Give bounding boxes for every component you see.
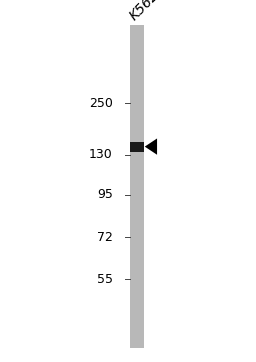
Polygon shape (145, 139, 157, 155)
Text: 95: 95 (97, 188, 113, 201)
Text: 55: 55 (97, 273, 113, 286)
Text: 72: 72 (97, 231, 113, 244)
Bar (130, 142, 144, 152)
Text: 130: 130 (89, 148, 113, 161)
Bar (130, 25, 144, 348)
Text: K562: K562 (127, 0, 162, 24)
Text: 250: 250 (89, 97, 113, 110)
